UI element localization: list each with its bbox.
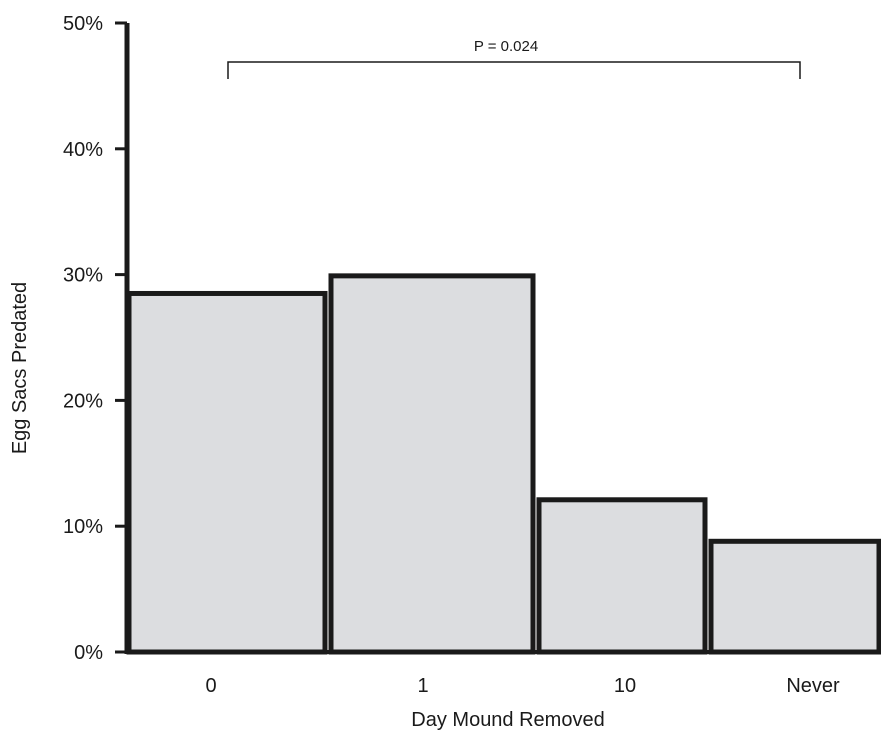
x-axis-title: Day Mound Removed (411, 709, 604, 731)
y-tick-label: 50% (63, 13, 103, 35)
bar-10 (536, 497, 708, 655)
y-tick-label: 0% (74, 642, 103, 664)
x-tick-label: 10 (614, 675, 636, 697)
x-tick-label: 1 (417, 675, 428, 697)
x-tick-label: 0 (205, 675, 216, 697)
significance-annotation: P = 0.024 (227, 38, 801, 79)
y-tick-label: 30% (63, 265, 103, 287)
y-ticks: 0% 10% 20% 30% 40% 50% (63, 13, 127, 664)
bar-1 (328, 273, 536, 655)
bar-never (708, 538, 881, 655)
y-tick-label: 20% (63, 390, 103, 412)
axes (124, 23, 881, 654)
p-value-label: P = 0.024 (474, 38, 538, 55)
bars (126, 273, 881, 655)
y-tick-label: 40% (63, 139, 103, 161)
y-axis-title: Egg Sacs Predated (9, 282, 31, 454)
x-tick-label: Never (786, 675, 840, 697)
y-tick-label: 10% (63, 516, 103, 538)
bar-0 (126, 290, 328, 655)
significance-bracket (227, 61, 801, 79)
x-ticks: 0 1 10 Never (205, 675, 840, 697)
